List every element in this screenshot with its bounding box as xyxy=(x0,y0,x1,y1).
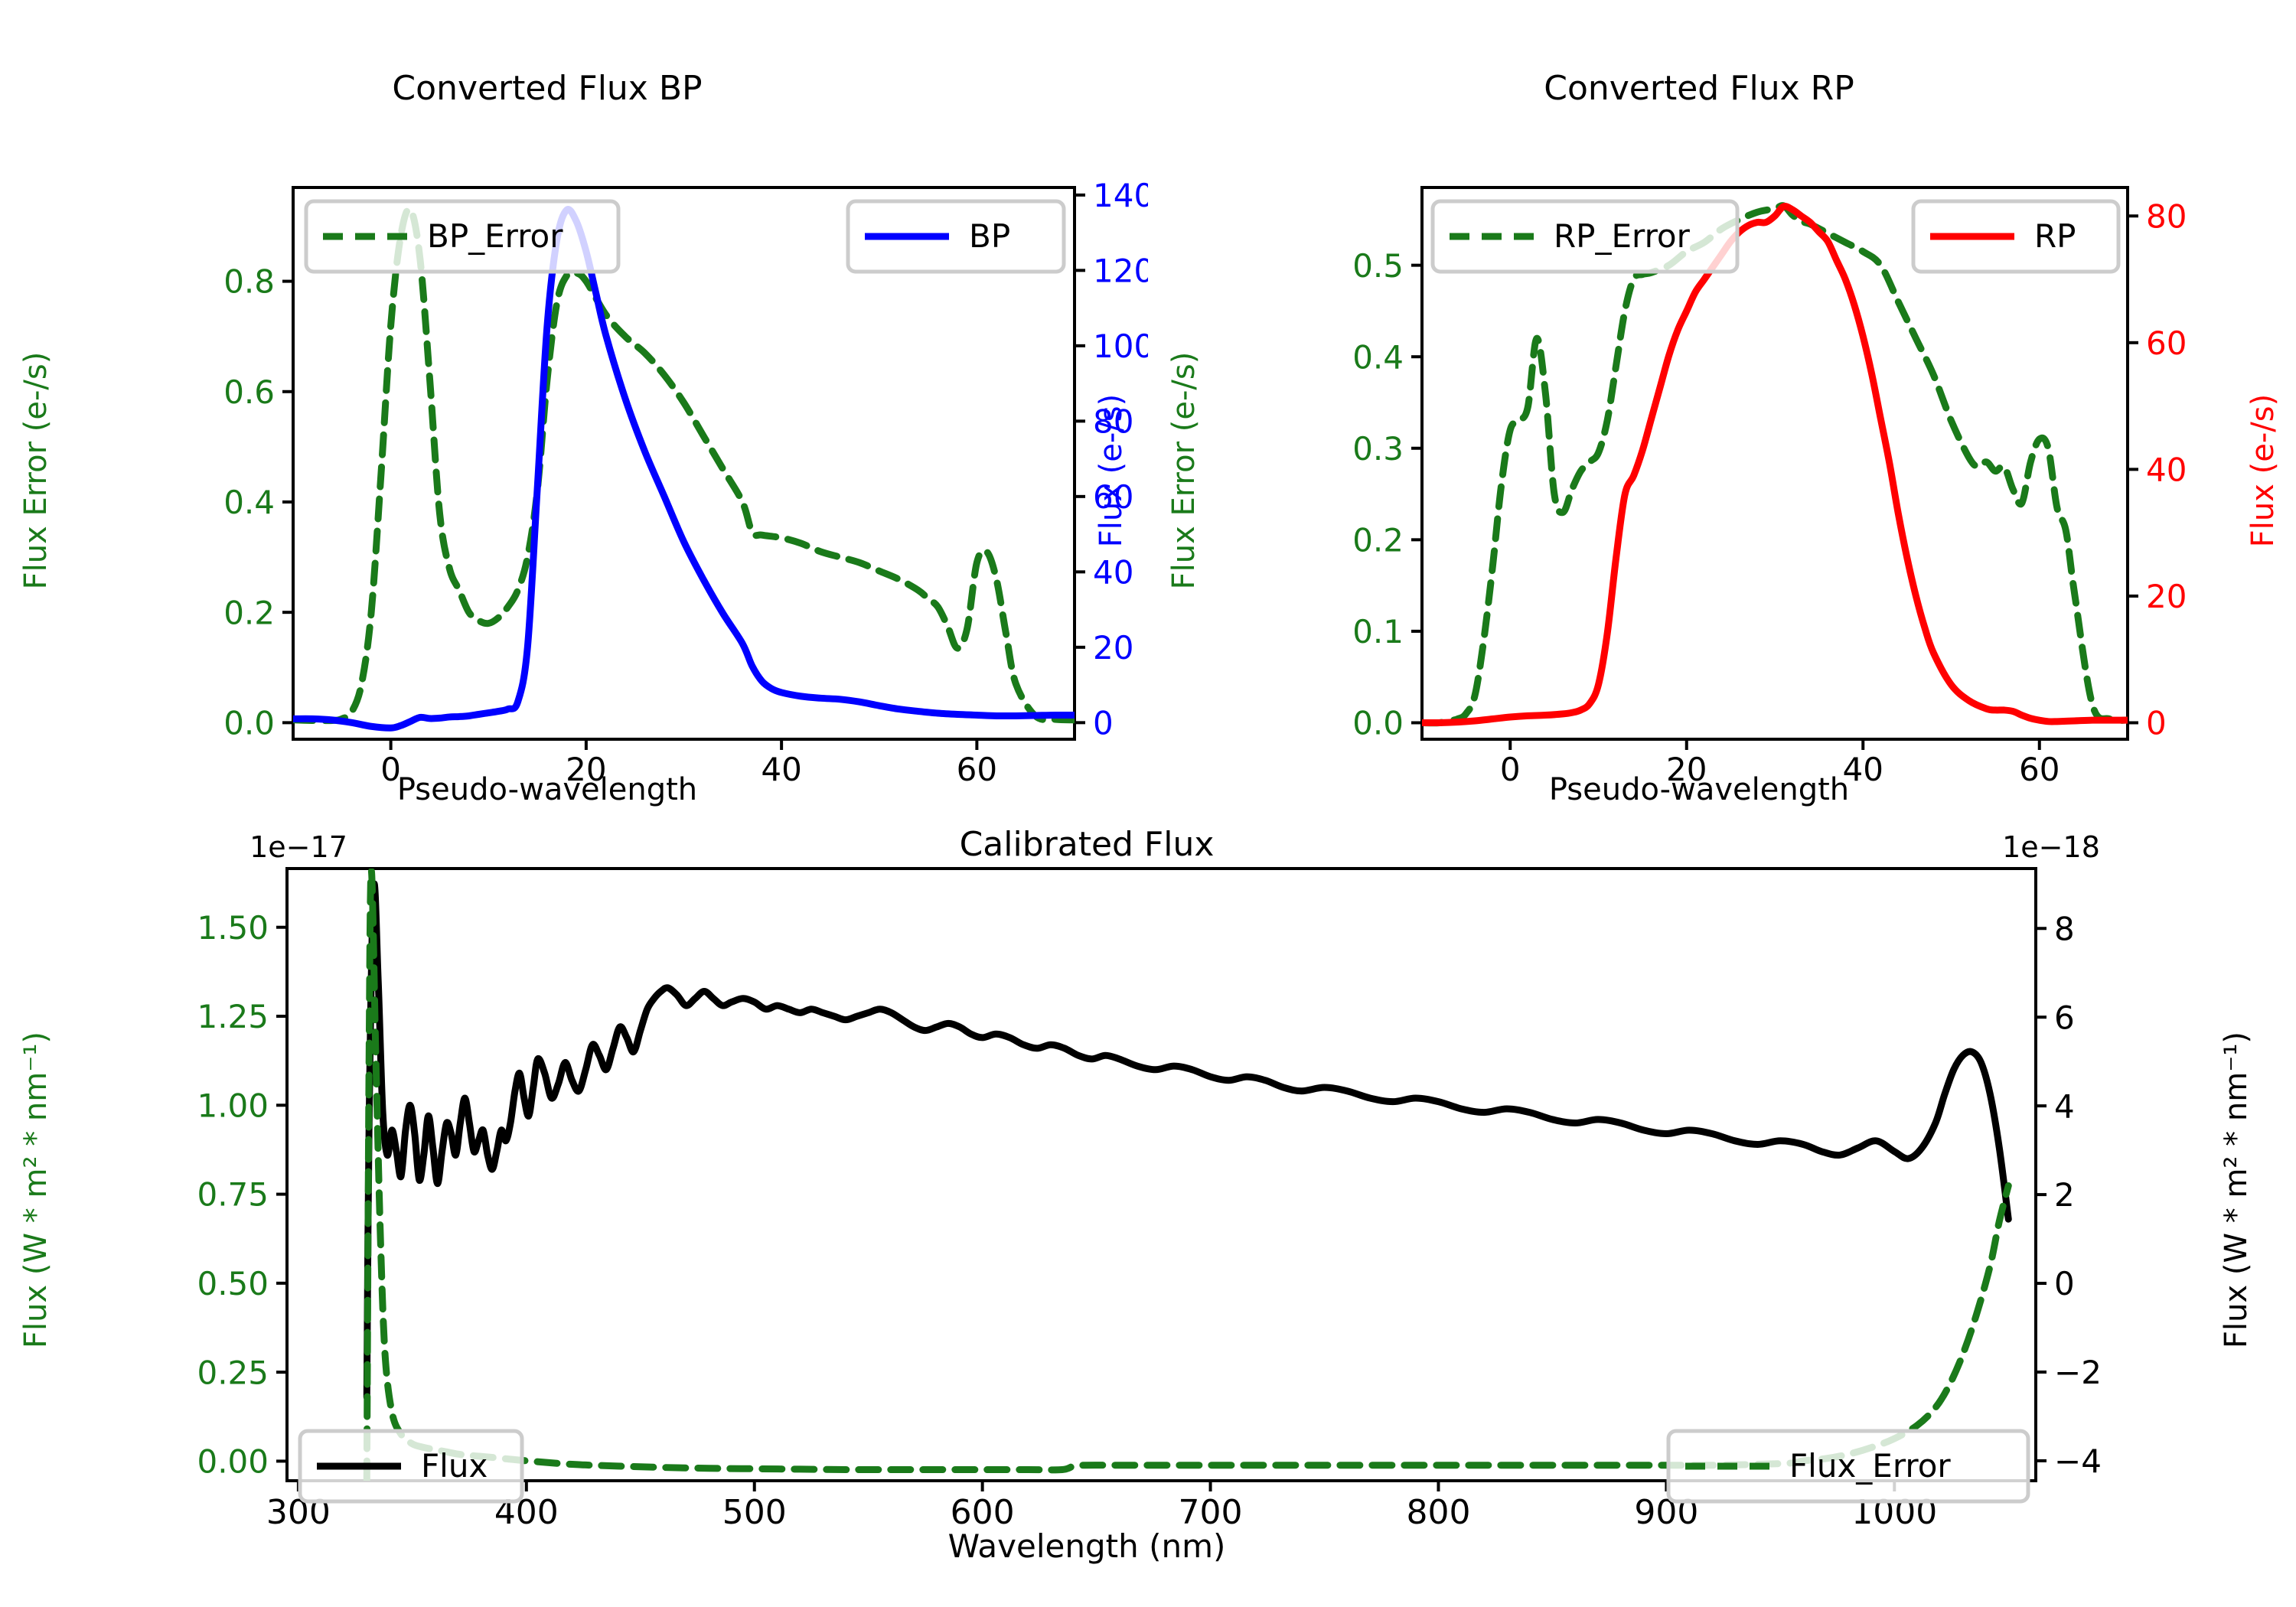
panel-calibrated-flux: Calibrated Flux 1e−17 1e−18 300 400 500 600… xyxy=(0,826,2296,1607)
y-tick-label-left: 0.25 xyxy=(197,1354,269,1391)
legend-box xyxy=(1666,1429,2030,1504)
bp-panel-title: Converted Flux BP xyxy=(392,69,702,108)
rp-right-y-axis-label: Flux (e-/s) xyxy=(2245,394,2281,547)
x-tick-label: 60 xyxy=(957,751,997,788)
calibrated-chart-svg: Calibrated Flux 1e−17 1e−18 300 400 500 600… xyxy=(18,826,2254,1565)
y-tick-label-right: −2 xyxy=(2054,1354,2102,1391)
y-tick-label-left: 0.0 xyxy=(1352,705,1404,742)
y-tick-label-right: 0 xyxy=(2054,1265,2075,1302)
x-tick-label: 0 xyxy=(1500,751,1521,788)
panel-converted-flux-rp: Converted Flux RP 0 20 40 60 0.0 0.1 0.2 0.3 0.4… xyxy=(1148,0,2296,842)
bp-left-y-axis-label: Flux Error (e-/s) xyxy=(18,352,54,590)
y-tick-label-right: 140 xyxy=(1093,177,1148,214)
y-tick-label-left: 0.2 xyxy=(223,594,275,631)
y-tick-label-right: 20 xyxy=(1093,629,1133,667)
y-tick-label-left: 0.4 xyxy=(1352,338,1404,376)
y-tick-label-left: 0.1 xyxy=(1352,613,1404,650)
bp-x-axis-label: Pseudo-wavelength xyxy=(397,772,697,807)
x-tick-label: 20 xyxy=(1666,751,1707,788)
rp-panel-title: Converted Flux RP xyxy=(1544,69,1854,108)
y-tick-label-left: 0.2 xyxy=(1352,521,1404,559)
legend-box xyxy=(846,199,1066,274)
y-tick-label-right: 60 xyxy=(1093,478,1133,516)
legend-label-flux-error: Flux_Error xyxy=(1789,1447,1951,1485)
series-bp xyxy=(293,206,1075,732)
y-tick-label-right: 80 xyxy=(2146,197,2187,235)
rp-x-axis-label: Pseudo-wavelength xyxy=(1549,772,1849,807)
y-tick-label-left: 1.25 xyxy=(197,998,269,1035)
x-tick-label: 20 xyxy=(566,751,606,788)
y-tick-label-right: 8 xyxy=(2054,910,2075,947)
x-tick-label: 40 xyxy=(1843,751,1883,788)
calibrated-left-y-axis-label: Flux (W * m² * nm⁻¹) xyxy=(18,1032,54,1348)
y-tick-label-right: 0 xyxy=(1093,704,1114,742)
calibrated-x-axis-label: Wavelength (nm) xyxy=(948,1527,1226,1565)
calibrated-right-y-axis-label: Flux (W * m² * nm⁻¹) xyxy=(2219,1032,2254,1348)
series-bp-error xyxy=(293,205,1075,725)
y-tick-label-right: 60 xyxy=(2146,324,2187,362)
legend-label-bp: BP xyxy=(969,217,1010,255)
legend-label-bp-error: BP_Error xyxy=(427,217,563,255)
legend-label-flux: Flux xyxy=(421,1447,488,1485)
panel-converted-flux-bp: Converted Flux BP 0 20 40 60 0.0 0.2 0.4 0.6 0.8… xyxy=(0,0,1148,842)
bp-body-plot-frame xyxy=(292,186,1076,741)
legend-box xyxy=(298,1429,524,1504)
y-tick-label-left: 0.00 xyxy=(197,1443,269,1481)
x-tick-label: 600 xyxy=(951,1493,1015,1532)
x-tick-label: 40 xyxy=(761,751,801,788)
rp-left-y-axis-label: Flux Error (e-/s) xyxy=(1166,352,1202,590)
y-tick-label-right: 2 xyxy=(2054,1176,2075,1214)
legend-label-rp-error: RP_Error xyxy=(1554,217,1691,255)
y-tick-label-left: 0.50 xyxy=(197,1265,269,1302)
y-tick-label-right: 100 xyxy=(1093,328,1148,365)
x-tick-label: 800 xyxy=(1406,1493,1470,1532)
y-tick-label-right: 80 xyxy=(1093,403,1133,440)
y-tick-label-right: −4 xyxy=(2054,1442,2102,1480)
legend-box xyxy=(304,199,621,274)
y-tick-label-right: 40 xyxy=(2146,451,2187,488)
cal-body-plot-frame xyxy=(285,867,2037,1482)
y-tick-label-left: 0.5 xyxy=(1352,247,1404,285)
y-tick-label-right: 4 xyxy=(2054,1087,2075,1125)
y-tick-label-left: 0.4 xyxy=(223,484,275,521)
y-tick-label-right: 120 xyxy=(1093,252,1148,289)
calibrated-right-offset-exponent: 1e−18 xyxy=(2002,830,2100,864)
x-tick-label: 500 xyxy=(722,1493,787,1532)
x-tick-label: 60 xyxy=(2019,751,2060,788)
rp-body-plot-frame xyxy=(1420,186,2129,741)
series-flux-error xyxy=(363,869,2012,1481)
y-tick-label-right: 40 xyxy=(1093,553,1133,591)
y-tick-label-left: 0.0 xyxy=(223,704,275,742)
calibrated-left-offset-exponent: 1e−17 xyxy=(249,830,347,864)
y-tick-label-left: 0.3 xyxy=(1352,430,1404,468)
y-tick-label-right: 0 xyxy=(2146,705,2167,742)
bp-chart-svg: Converted Flux BP 0 20 40 60 0.0 0.2 0.4 0.6 0.8… xyxy=(18,69,1148,807)
series-rp xyxy=(1422,203,2128,727)
series-rp-error xyxy=(1422,202,2128,727)
bp-right-y-axis-label: Flux (e-/s) xyxy=(1094,394,1129,547)
y-tick-label-left: 0.75 xyxy=(197,1176,269,1214)
calibrated-panel-title: Calibrated Flux xyxy=(960,826,1215,864)
y-tick-label-right: 6 xyxy=(2054,999,2075,1036)
y-tick-label-left: 0.6 xyxy=(223,373,275,411)
series-flux xyxy=(363,880,2012,1401)
y-tick-label-right: 20 xyxy=(2146,578,2187,615)
y-tick-label-left: 1.00 xyxy=(197,1087,269,1124)
rp-chart-svg: Converted Flux RP 0 20 40 60 0.0 0.1 0.2 0.3 0.4… xyxy=(1166,69,2281,807)
legend-box xyxy=(1430,199,1740,274)
x-tick-label: 700 xyxy=(1179,1493,1243,1532)
legend-box xyxy=(1911,199,2121,274)
legend-label-rp: RP xyxy=(2034,217,2076,255)
y-tick-label-left: 0.8 xyxy=(223,263,275,301)
y-tick-label-left: 1.50 xyxy=(197,909,269,947)
x-tick-label: 0 xyxy=(380,751,401,788)
